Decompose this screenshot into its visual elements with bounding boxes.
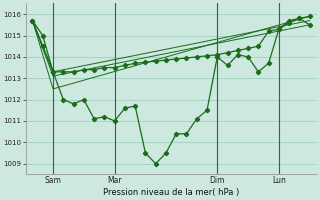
X-axis label: Pression niveau de la mer( hPa ): Pression niveau de la mer( hPa ): [103, 188, 239, 197]
